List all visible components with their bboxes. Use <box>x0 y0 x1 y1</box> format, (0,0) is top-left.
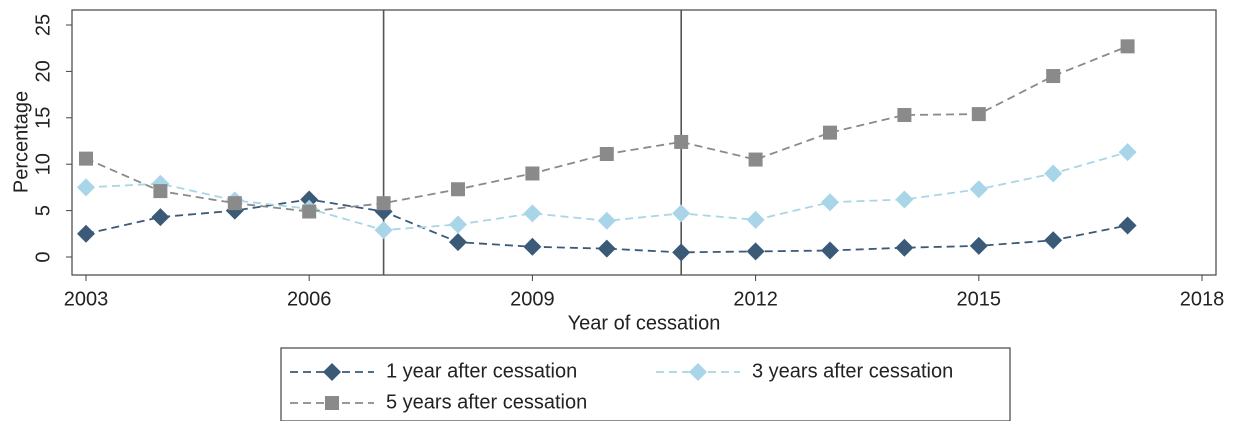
data-point <box>302 204 317 219</box>
legend-marker <box>689 363 707 381</box>
data-point <box>1044 231 1063 250</box>
legend-label: 5 years after cessation <box>386 391 587 413</box>
plot-frame <box>71 9 1217 276</box>
y-tick-label: 25 <box>32 14 54 36</box>
data-point <box>1046 69 1061 84</box>
data-point <box>1120 39 1135 54</box>
y-tick-label: 20 <box>32 60 54 82</box>
data-point <box>77 178 95 197</box>
x-tick-label: 2006 <box>287 288 332 310</box>
data-point <box>746 242 765 261</box>
data-point <box>672 204 691 223</box>
series-line <box>85 198 1128 254</box>
data-point <box>153 184 168 199</box>
data-point <box>77 224 95 243</box>
data-point <box>300 190 319 209</box>
legend <box>280 347 1011 421</box>
data-point <box>746 210 765 229</box>
x-tick-label: 2015 <box>957 288 1002 310</box>
data-point <box>79 151 93 166</box>
data-point <box>897 108 912 123</box>
x-tick-label: 2018 <box>1180 288 1225 310</box>
legend-marker <box>325 396 339 410</box>
data-point <box>1044 164 1063 183</box>
data-point <box>449 215 467 234</box>
data-point <box>971 107 986 122</box>
y-tick-label: 10 <box>32 153 54 175</box>
data-point <box>895 238 914 257</box>
x-tick-label: 2009 <box>510 288 555 310</box>
data-point <box>748 152 763 167</box>
data-point <box>451 182 465 197</box>
y-tick-label: 15 <box>32 107 54 129</box>
data-point <box>597 211 616 230</box>
y-axis-label: Percentage <box>10 91 32 193</box>
y-tick-label: 5 <box>32 205 54 216</box>
data-point <box>227 196 242 211</box>
data-point <box>823 125 837 140</box>
data-point <box>1118 143 1137 162</box>
data-point <box>525 166 540 181</box>
legend-marker <box>323 363 341 381</box>
data-point <box>672 243 691 262</box>
y-tick-label: 0 <box>32 251 54 262</box>
data-point <box>374 221 393 240</box>
legend-label: 1 year after cessation <box>386 360 577 382</box>
data-point <box>969 180 988 199</box>
x-axis-label: Year of cessation <box>568 312 721 334</box>
x-tick-label: 2012 <box>733 288 778 310</box>
data-point <box>523 204 542 223</box>
data-point <box>599 146 614 161</box>
data-point <box>151 208 170 227</box>
data-point <box>674 134 689 149</box>
data-point <box>449 233 467 252</box>
legend-label: 3 years after cessation <box>752 360 953 382</box>
data-point <box>895 190 914 209</box>
data-point <box>821 241 839 260</box>
data-point <box>821 193 839 212</box>
data-point <box>376 196 391 211</box>
x-tick-label: 2003 <box>64 288 109 310</box>
series-line <box>85 45 1128 213</box>
data-point <box>969 236 988 255</box>
data-point <box>597 239 616 258</box>
data-point <box>523 237 542 256</box>
data-point <box>1118 216 1137 235</box>
